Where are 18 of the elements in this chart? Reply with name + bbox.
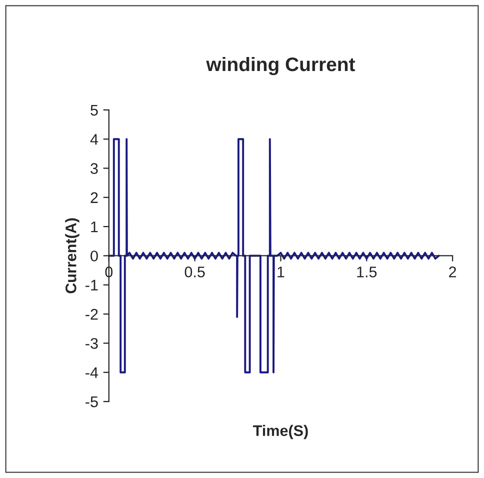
y-tick-label: -5: [86, 396, 98, 408]
x-axis-title: Time(S): [253, 424, 308, 440]
x-tick-label: 2: [449, 266, 456, 278]
y-tick-label: 1: [91, 222, 98, 232]
x-tick-label: 0.5: [184, 266, 205, 278]
y-axis-title: Current(A): [65, 218, 80, 294]
y-tick-label: 3: [90, 163, 98, 174]
y-tick-label: -2: [86, 308, 98, 320]
y-tick-label: 0: [90, 250, 98, 262]
y-tick-label: 2: [90, 192, 98, 203]
y-tick-label: -4: [86, 367, 98, 378]
chart-title: winding Current: [206, 56, 356, 76]
x-tick-label: 1: [278, 266, 284, 278]
y-tick-label: 4: [90, 134, 98, 145]
y-tick-label: -1: [86, 280, 98, 290]
y-tick-label: -3: [86, 338, 98, 349]
x-tick-label: 1.5: [357, 266, 377, 278]
y-tick-label: 5: [90, 104, 98, 116]
